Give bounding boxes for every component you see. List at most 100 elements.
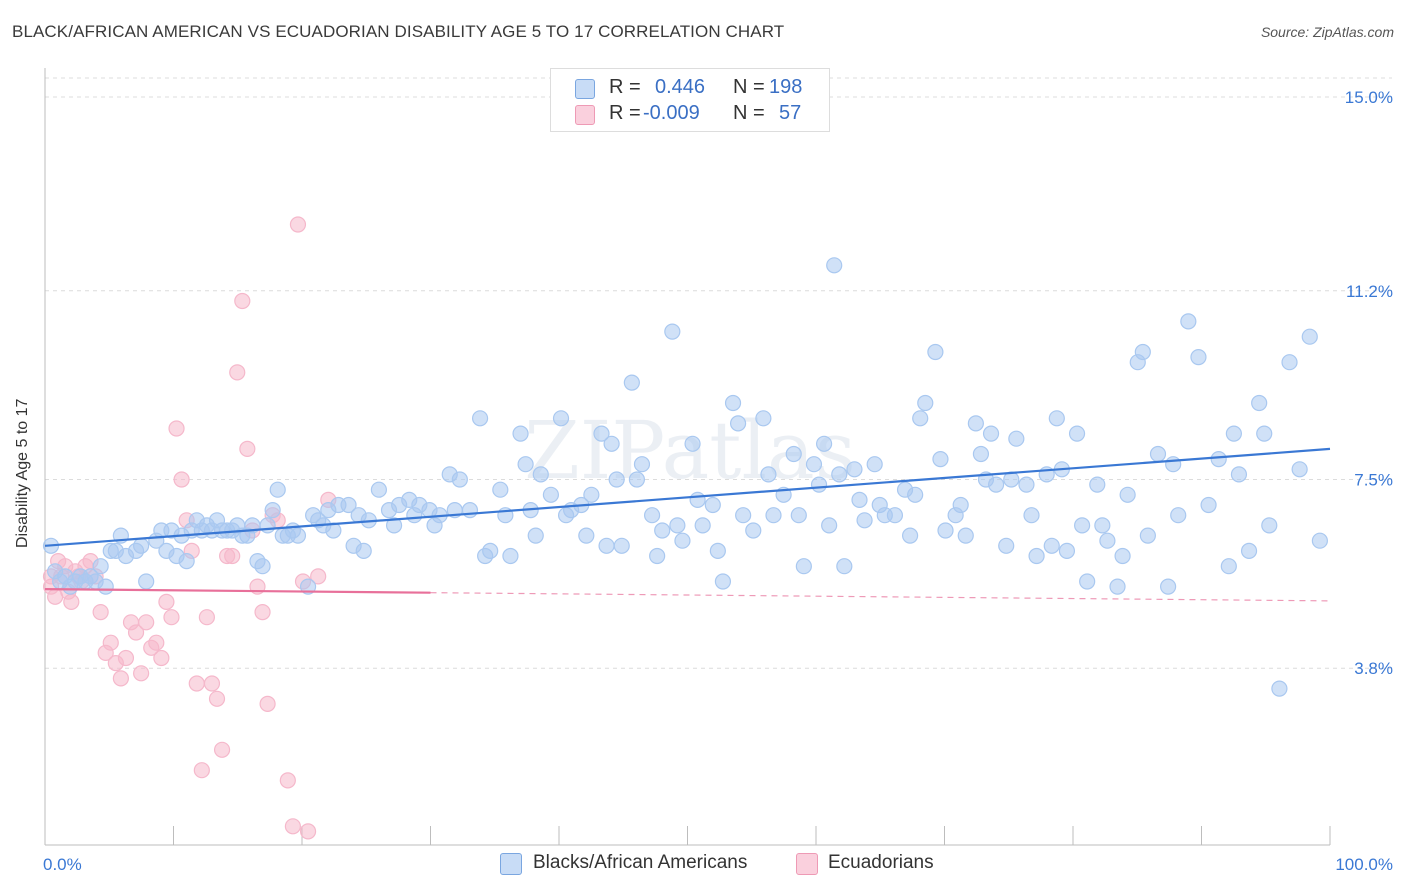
data-point	[704, 496, 721, 514]
data-point	[1023, 507, 1040, 524]
data-point	[1311, 532, 1328, 549]
trend-line-dashed	[430, 592, 1331, 602]
data-point	[1058, 542, 1076, 560]
data-point	[689, 491, 706, 508]
data-point	[517, 456, 534, 473]
data-point	[760, 466, 777, 483]
data-point	[1230, 466, 1248, 483]
data-point	[1240, 542, 1258, 560]
data-point	[608, 471, 625, 488]
data-point	[173, 471, 190, 488]
data-point	[917, 394, 934, 412]
legend-n-value: 57	[779, 102, 802, 124]
data-point	[112, 670, 129, 687]
data-point	[117, 649, 135, 667]
data-point	[957, 527, 974, 544]
data-point	[1119, 486, 1136, 503]
data-point	[583, 486, 600, 503]
data-point	[284, 818, 301, 835]
data-point	[552, 410, 570, 427]
data-point	[998, 537, 1015, 554]
data-point	[578, 527, 595, 544]
data-point	[643, 507, 661, 524]
data-point	[471, 410, 489, 427]
data-point	[289, 527, 307, 544]
data-point	[1048, 410, 1065, 427]
data-point	[92, 603, 109, 621]
data-point	[790, 507, 807, 524]
data-point	[203, 675, 221, 692]
data-point	[133, 665, 150, 682]
data-point	[684, 435, 701, 452]
data-point	[1225, 425, 1242, 442]
data-point	[613, 537, 630, 554]
data-point	[1074, 517, 1091, 534]
data-point	[654, 522, 671, 539]
data-point	[649, 547, 666, 565]
data-point	[866, 456, 883, 473]
data-point	[912, 410, 929, 427]
data-point	[927, 343, 944, 361]
data-point	[729, 415, 747, 432]
data-point	[821, 517, 838, 534]
data-point	[1200, 496, 1217, 514]
data-point	[831, 466, 848, 483]
data-point	[224, 547, 241, 565]
data-point	[1180, 313, 1197, 330]
data-point	[385, 517, 403, 534]
data-point	[982, 425, 1000, 442]
data-point	[1114, 547, 1131, 565]
data-point	[795, 558, 812, 575]
data-point	[901, 527, 919, 544]
data-point	[1134, 343, 1151, 361]
data-point	[163, 609, 180, 626]
data-point	[188, 675, 205, 692]
data-point	[97, 578, 114, 595]
y-tick-label: 15.0%	[1345, 88, 1393, 107]
data-point	[198, 609, 215, 626]
data-point	[815, 435, 833, 452]
data-point	[239, 440, 256, 457]
data-point	[299, 823, 317, 840]
legend-n-value: 198	[769, 76, 803, 98]
x-tick-label: 0.0%	[43, 855, 82, 874]
legend-r-label: R =	[609, 102, 641, 124]
data-point	[340, 496, 357, 514]
data-point	[669, 517, 686, 534]
data-point	[1028, 547, 1045, 565]
data-point	[1261, 517, 1278, 534]
data-point	[967, 415, 984, 432]
data-point	[735, 507, 752, 524]
data-point	[254, 603, 271, 621]
data-point	[279, 772, 296, 789]
legend-swatch-blacks	[575, 79, 595, 99]
bottom-legend-swatch-ecuadorians	[796, 853, 818, 875]
trend-line	[44, 588, 431, 594]
data-point	[745, 522, 762, 539]
data-point	[1089, 476, 1106, 493]
data-point	[208, 690, 226, 707]
series-layer	[42, 216, 1328, 840]
data-point	[63, 593, 80, 611]
data-point	[482, 542, 499, 560]
data-point	[451, 471, 468, 488]
data-point	[289, 216, 307, 233]
trend-line	[44, 447, 1331, 547]
chart-title: BLACK/AFRICAN AMERICAN VS ECUADORIAN DIS…	[12, 22, 785, 41]
data-point	[603, 435, 620, 452]
data-point	[765, 507, 782, 524]
data-point	[952, 496, 969, 514]
data-point	[851, 491, 868, 508]
data-point	[694, 517, 711, 534]
legend-r-value: -0.009	[643, 102, 700, 124]
data-point	[1170, 507, 1187, 524]
y-axis-label: Disability Age 5 to 17	[14, 398, 31, 548]
data-point	[628, 471, 646, 488]
legend-r-label: R =	[609, 76, 641, 98]
data-point	[1281, 354, 1298, 371]
data-point	[234, 292, 251, 310]
data-point	[461, 502, 479, 519]
data-point	[724, 394, 742, 412]
data-point	[1008, 430, 1025, 447]
data-point	[512, 425, 529, 442]
